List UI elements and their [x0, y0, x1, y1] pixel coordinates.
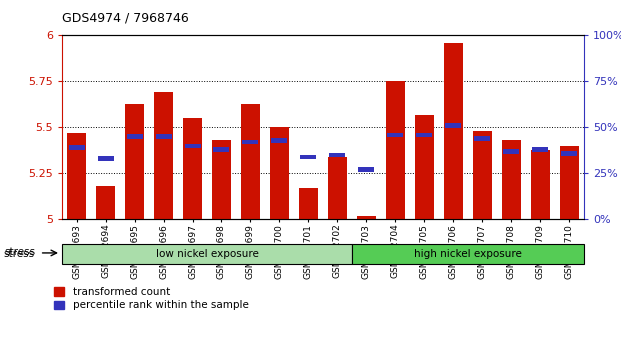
Bar [416, 132, 432, 137]
Bar [357, 216, 376, 219]
Bar [97, 156, 114, 161]
Bar [67, 133, 86, 219]
Bar [532, 147, 548, 152]
Bar [155, 134, 171, 139]
Bar [184, 143, 201, 148]
Bar [502, 140, 520, 219]
Bar [96, 186, 115, 219]
Bar [531, 149, 550, 219]
Bar [561, 151, 578, 155]
Bar [212, 140, 231, 219]
Bar [352, 244, 584, 264]
Bar [183, 118, 202, 219]
Bar [301, 155, 317, 159]
Bar [270, 127, 289, 219]
Legend: transformed count, percentile rank within the sample: transformed count, percentile rank withi… [50, 283, 253, 315]
Bar [299, 188, 318, 219]
Bar [328, 157, 347, 219]
Bar [445, 123, 461, 128]
Text: high nickel exposure: high nickel exposure [414, 249, 522, 259]
Bar [473, 131, 492, 219]
Bar [388, 132, 404, 137]
Bar [125, 103, 144, 219]
Bar [62, 244, 352, 264]
Bar [444, 43, 463, 219]
Bar [271, 138, 288, 143]
Bar [241, 103, 260, 219]
Bar [68, 145, 84, 150]
Text: low nickel exposure: low nickel exposure [156, 249, 258, 259]
Text: GDS4974 / 7968746: GDS4974 / 7968746 [62, 12, 189, 25]
Bar [386, 81, 405, 219]
Bar [214, 147, 230, 152]
Bar [503, 149, 519, 154]
Text: stress: stress [4, 247, 35, 257]
Bar [329, 153, 345, 158]
Bar [560, 146, 579, 219]
Bar [415, 115, 433, 219]
Bar [154, 92, 173, 219]
Bar [242, 140, 258, 144]
Bar [358, 167, 374, 172]
Bar [474, 136, 491, 141]
Bar [127, 134, 143, 139]
Text: stress: stress [3, 249, 34, 259]
